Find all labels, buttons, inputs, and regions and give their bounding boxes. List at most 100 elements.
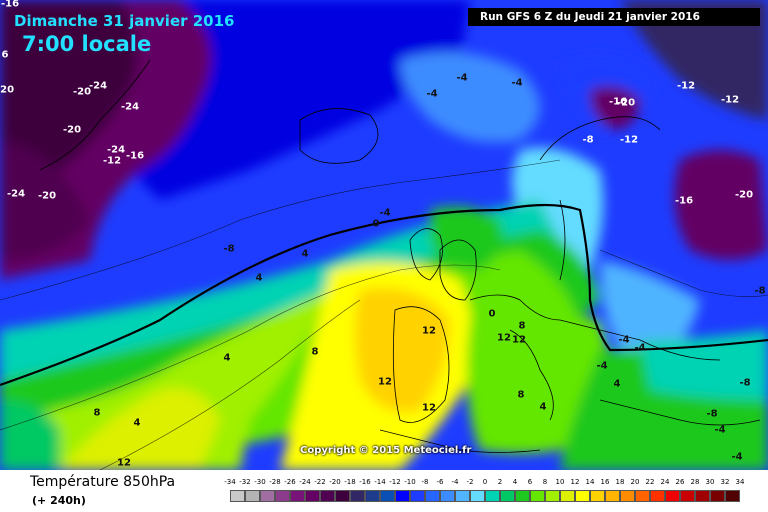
isotherm-label: 4 — [301, 248, 309, 260]
isotherm-label: -8 — [739, 377, 751, 389]
legend-swatch — [695, 490, 710, 502]
legend-swatch — [530, 490, 545, 502]
isotherm-label: 12 — [378, 376, 392, 388]
temperature-field — [0, 0, 768, 470]
legend-tick-label: 28 — [690, 478, 700, 486]
legend-swatch — [485, 490, 500, 502]
legend-swatch — [470, 490, 485, 502]
legend-tick-label: -2 — [466, 478, 474, 486]
isotherm-label: -4 — [634, 342, 646, 354]
legend-tick-label: -12 — [389, 478, 401, 486]
legend-swatch — [335, 490, 350, 502]
forecast-date: Dimanche 31 janvier 2016 — [14, 12, 235, 30]
isotherm-label: 8 — [311, 346, 319, 358]
legend-swatch — [680, 490, 695, 502]
isotherm-label: -20 — [37, 190, 57, 202]
isotherm-label: -4 — [456, 72, 468, 84]
forecast-lead-time: (+ 240h) — [32, 494, 86, 507]
isotherm-label: 12 — [117, 457, 131, 469]
legend-swatch — [290, 490, 305, 502]
legend-tick-label: -16 — [359, 478, 371, 486]
isotherm-label: 0 — [488, 308, 496, 320]
legend-tick-label: -8 — [421, 478, 429, 486]
isotherm-label: -4 — [426, 88, 438, 100]
isotherm-label: -24 — [88, 80, 108, 92]
isotherm-label: -4 — [596, 360, 608, 372]
legend-swatch — [455, 490, 470, 502]
legend-tick-label: -14 — [374, 478, 386, 486]
isotherm-label: -16 — [608, 96, 628, 108]
copyright-notice: Copyright © 2015 Meteociel.fr — [300, 445, 472, 456]
isotherm-label: -20 — [62, 124, 82, 136]
isotherm-label: 12 — [422, 402, 436, 414]
isotherm-label: -20 — [72, 86, 92, 98]
isotherm-label: 6 — [1, 49, 9, 61]
legend-tick-label: 0 — [482, 478, 488, 486]
legend-tick-label: -30 — [254, 478, 266, 486]
isotherm-label: -16 — [674, 195, 694, 207]
legend-tick-label: 22 — [645, 478, 655, 486]
isotherm-lines — [0, 159, 768, 470]
legend-tick-label: -18 — [344, 478, 356, 486]
legend-swatch — [245, 490, 260, 502]
legend-tick-label: 20 — [630, 478, 640, 486]
isotherm-label: -8 — [754, 285, 766, 297]
legend-tick-label: -28 — [269, 478, 281, 486]
legend-tick-label: 4 — [512, 478, 518, 486]
legend-swatch — [710, 490, 725, 502]
isotherm-label: 8 — [93, 407, 101, 419]
legend-tick-label: -10 — [404, 478, 416, 486]
legend-tick-label: 32 — [720, 478, 730, 486]
legend-tick-label: 12 — [570, 478, 580, 486]
isotherm-label: -8 — [706, 408, 718, 420]
legend-swatch — [545, 490, 560, 502]
isotherm-label: 12 — [497, 332, 511, 344]
legend-swatch — [725, 490, 740, 502]
legend-tick-label: -22 — [314, 478, 326, 486]
isotherm-label: -8 — [582, 134, 594, 146]
legend-tick-label: 34 — [735, 478, 745, 486]
isotherm-label: 4 — [255, 272, 263, 284]
legend-swatch — [515, 490, 530, 502]
isotherm-label: 12 — [422, 325, 436, 337]
legend-swatch — [650, 490, 665, 502]
forecast-time: 7:00 locale — [22, 32, 152, 56]
variable-title: Température 850hPa — [30, 474, 176, 490]
legend-swatch — [620, 490, 635, 502]
isotherm-label: -12 — [102, 155, 122, 167]
isotherm-label: -24 — [120, 101, 140, 113]
isotherm-label: -24 — [106, 144, 126, 156]
isotherm-label: -8 — [223, 243, 235, 255]
legend-tick-label: 8 — [542, 478, 548, 486]
legend-swatch — [380, 490, 395, 502]
model-run-label: Run GFS 6 Z du Jeudi 21 janvier 2016 — [468, 8, 760, 26]
isotherm-label: -20 — [616, 97, 636, 109]
legend-swatch — [590, 490, 605, 502]
isotherm-label: -4 — [511, 77, 523, 89]
temperature-map: -166-20-20-24-24-20-24-16-12-24-20-4-4-4… — [0, 0, 768, 470]
legend-tick-label: -20 — [329, 478, 341, 486]
legend-tick-label: 16 — [600, 478, 610, 486]
isotherm-label: -12 — [619, 134, 639, 146]
isotherm-label: -4 — [379, 207, 391, 219]
isotherm-label: 8 — [517, 389, 525, 401]
legend-tick-label: 18 — [615, 478, 625, 486]
legend-swatch — [575, 490, 590, 502]
isotherm-label: -4 — [714, 424, 726, 436]
color-legend: -34 -32 -30 -28 -26 -24 -22 -20 -18 -16 -14 -12 -10-… — [224, 478, 754, 508]
isotherm-label: -4 — [731, 451, 743, 463]
legend-swatch — [665, 490, 680, 502]
legend-swatch — [260, 490, 275, 502]
coastlines — [39, 59, 761, 453]
isotherm-zero-line — [0, 203, 768, 387]
isotherm-label: -4 — [618, 334, 630, 346]
legend-swatch — [410, 490, 425, 502]
legend-swatch — [440, 490, 455, 502]
isotherm-label: 4 — [133, 417, 141, 429]
legend-tick-label: 10 — [555, 478, 565, 486]
legend-swatch — [560, 490, 575, 502]
legend-swatch — [365, 490, 380, 502]
legend-tick-label: 30 — [705, 478, 715, 486]
legend-tick-label: -6 — [436, 478, 444, 486]
legend-tick-label: 14 — [585, 478, 595, 486]
